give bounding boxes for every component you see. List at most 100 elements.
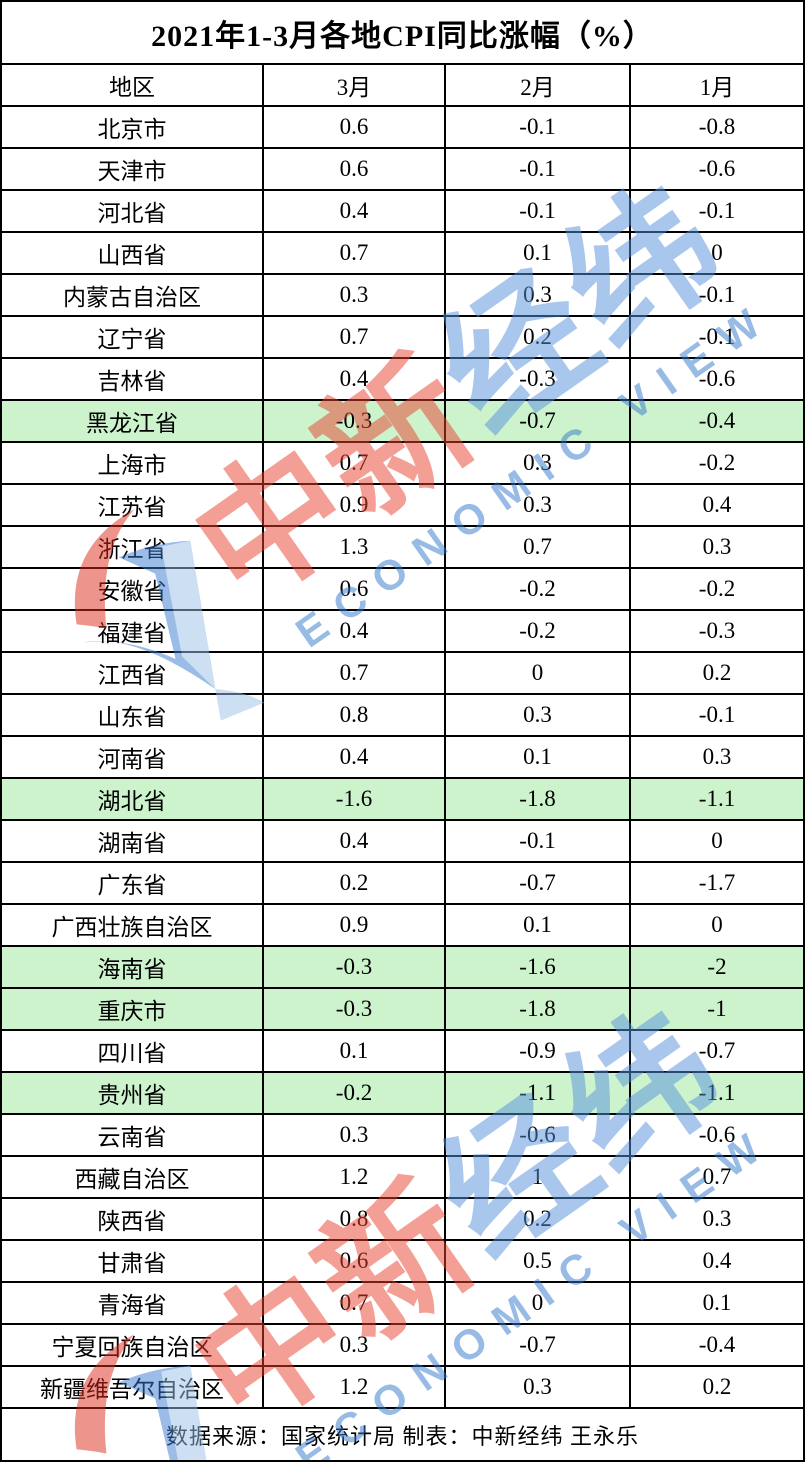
value-cell: 0.3: [446, 1367, 631, 1407]
table-row: 河北省 0.4 -0.1 -0.1: [2, 191, 803, 233]
region-cell: 四川省: [2, 1031, 264, 1071]
value-cell: -0.2: [446, 611, 631, 651]
region-cell: 新疆维吾尔自治区: [2, 1367, 264, 1407]
value-cell: -1.1: [446, 1073, 631, 1113]
value-cell: 1: [446, 1157, 631, 1197]
value-cell: 0.2: [702, 1374, 732, 1399]
value-cell: 0.5: [446, 1241, 631, 1281]
value-cell: -1.8: [446, 989, 631, 1029]
region-cell: 湖北省: [2, 779, 264, 819]
region-cell: 福建省: [2, 611, 264, 651]
region-cell: 西藏自治区: [2, 1157, 264, 1197]
value-cell: 0.2: [702, 660, 732, 685]
table-row: 宁夏回族自治区 0.3 -0.7 -0.4: [2, 1325, 803, 1367]
table-row: 贵州省 -0.2 -1.1 -1.1: [2, 1073, 803, 1115]
value-cell: -1.7: [698, 870, 736, 895]
value-cell: -0.3: [264, 989, 446, 1029]
table-body: 北京市 0.6 -0.1 -0.8 天津市 0.6 -0.1 -0.6 河北省 0.4 -0.1 -0…: [2, 107, 803, 1409]
value-cell: 1.2: [264, 1367, 446, 1407]
value-cell: 0.1: [264, 1031, 446, 1071]
value-cell: -0.3: [264, 401, 446, 441]
table-row: 新疆维吾尔自治区 1.2 0.3 0.2: [2, 1367, 803, 1409]
value-cell: 0.7: [264, 1283, 446, 1323]
table-row: 青海省 0.7 0 0.1: [2, 1283, 803, 1325]
value-cell: -1.1: [698, 786, 736, 811]
region-cell: 上海市: [2, 443, 264, 483]
value-cell: 0.3: [264, 1115, 446, 1155]
region-cell: 山东省: [2, 695, 264, 735]
table-row: 浙江省 1.3 0.7 0.3: [2, 527, 803, 569]
value-cell: 0.6: [264, 1241, 446, 1281]
value-cell: 0.4: [702, 1248, 732, 1273]
value-cell: 0.3: [702, 744, 732, 769]
value-cell: 0.9: [264, 485, 446, 525]
value-cell: 0.6: [264, 149, 446, 189]
table-header-row: 地区 3月 2月 1月: [2, 65, 803, 107]
value-cell: 0.3: [702, 534, 732, 559]
value-cell: 0: [446, 1283, 631, 1323]
table-row: 湖北省 -1.6 -1.8 -1.1: [2, 779, 803, 821]
table-row: 重庆市 -0.3 -1.8 -1: [2, 989, 803, 1031]
region-cell: 湖南省: [2, 821, 264, 861]
table-row: 吉林省 0.4 -0.3 -0.6: [2, 359, 803, 401]
region-cell: 云南省: [2, 1115, 264, 1155]
value-cell: 0.4: [264, 191, 446, 231]
table-row: 湖南省 0.4 -0.1 0: [2, 821, 803, 863]
value-cell: 0.1: [702, 1290, 732, 1315]
value-cell: 0.4: [702, 492, 732, 517]
value-cell: -1.8: [446, 779, 631, 819]
table-row: 安徽省 0.6 -0.2 -0.2: [2, 569, 803, 611]
value-cell: -0.1: [698, 324, 736, 349]
value-cell: -0.2: [698, 450, 736, 475]
region-cell: 河北省: [2, 191, 264, 231]
value-cell: -0.1: [698, 282, 736, 307]
value-cell: -0.1: [446, 191, 631, 231]
value-cell: -0.6: [698, 156, 736, 181]
value-cell: -1.6: [446, 947, 631, 987]
region-cell: 安徽省: [2, 569, 264, 609]
value-cell: -0.1: [446, 107, 631, 147]
table-row: 内蒙古自治区 0.3 0.3 -0.1: [2, 275, 803, 317]
region-cell: 贵州省: [2, 1073, 264, 1113]
value-cell: 0.7: [446, 527, 631, 567]
column-header-february: 2月: [446, 65, 631, 105]
value-cell: -0.1: [698, 702, 736, 727]
value-cell: -0.6: [698, 366, 736, 391]
table-row: 北京市 0.6 -0.1 -0.8: [2, 107, 803, 149]
region-cell: 吉林省: [2, 359, 264, 399]
region-cell: 江苏省: [2, 485, 264, 525]
value-cell: 0.3: [446, 485, 631, 525]
table-row: 云南省 0.3 -0.6 -0.6: [2, 1115, 803, 1157]
value-cell: 0.3: [446, 443, 631, 483]
value-cell: -0.3: [446, 359, 631, 399]
value-cell: 0.7: [264, 233, 446, 273]
value-cell: -0.3: [264, 947, 446, 987]
region-cell: 山西省: [2, 233, 264, 273]
table-row: 陕西省 0.8 0.2 0.3: [2, 1199, 803, 1241]
region-cell: 海南省: [2, 947, 264, 987]
table-row: 河南省 0.4 0.1 0.3: [2, 737, 803, 779]
region-cell: 宁夏回族自治区: [2, 1325, 264, 1365]
value-cell: 0.8: [264, 1199, 446, 1239]
value-cell: -0.3: [698, 618, 736, 643]
value-cell: -0.2: [446, 569, 631, 609]
value-cell: -0.1: [698, 198, 736, 223]
table-row: 甘肃省 0.6 0.5 0.4: [2, 1241, 803, 1283]
column-header-region: 地区: [2, 65, 264, 105]
region-cell: 天津市: [2, 149, 264, 189]
table-row: 山东省 0.8 0.3 -0.1: [2, 695, 803, 737]
value-cell: 0.7: [264, 317, 446, 357]
region-cell: 陕西省: [2, 1199, 264, 1239]
value-cell: -0.4: [698, 408, 736, 433]
value-cell: 0: [446, 653, 631, 693]
value-cell: -2: [707, 954, 727, 979]
region-cell: 广东省: [2, 863, 264, 903]
value-cell: 0: [711, 240, 723, 265]
table-row: 江西省 0.7 0 0.2: [2, 653, 803, 695]
region-cell: 江西省: [2, 653, 264, 693]
value-cell: -0.7: [446, 863, 631, 903]
column-header-january: 1月: [699, 75, 735, 100]
value-cell: 1.3: [264, 527, 446, 567]
value-cell: -0.6: [698, 1122, 736, 1147]
value-cell: 0.7: [264, 443, 446, 483]
